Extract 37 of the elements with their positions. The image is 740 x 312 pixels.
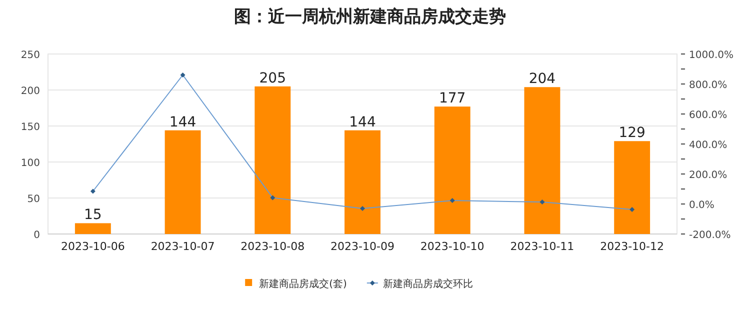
data-label: 204 [528, 71, 556, 88]
bar [614, 141, 650, 234]
y2-tick-label: 600.0% [689, 110, 728, 121]
data-label: 205 [259, 70, 286, 86]
data-label: 144 [349, 114, 376, 130]
y-tick-label: 0 [34, 230, 40, 241]
x-tick-label: 2023-10-12 [600, 240, 664, 253]
bar [434, 106, 470, 234]
y-tick-label: 250 [20, 50, 40, 61]
y2-tick-label: -200.0% [689, 230, 731, 241]
bar [254, 86, 291, 234]
y-tick-label: 50 [27, 194, 40, 205]
x-tick-label: 2023-10-07 [150, 240, 215, 253]
legend-label: 新建商品房成交环比 [382, 278, 473, 290]
data-label: 129 [618, 125, 646, 142]
data-label: 15 [84, 207, 102, 224]
legend-label: 新建商品房成交(套) [259, 278, 347, 290]
x-tick-label: 2023-10-11 [510, 240, 574, 253]
y2-tick-label: 1000.0% [689, 50, 734, 61]
x-tick-label: 2023-10-06 [60, 240, 125, 253]
y-tick-label: 200 [20, 86, 40, 97]
x-tick-label: 2023-10-10 [420, 240, 484, 253]
bar [164, 130, 201, 234]
x-tick-label: 2023-10-09 [330, 240, 394, 253]
data-label: 177 [438, 90, 466, 107]
y2-tick-label: 200.0% [689, 170, 728, 181]
y-tick-label: 100 [20, 158, 40, 169]
chart-title: 图：近一周杭州新建商品房成交走势 [234, 7, 506, 27]
bar [344, 130, 380, 234]
y2-tick-label: 0.0% [689, 200, 714, 211]
bar [524, 87, 560, 234]
x-tick-label: 2023-10-08 [240, 240, 305, 253]
y2-tick-label: 800.0% [689, 80, 728, 91]
data-label: 144 [169, 114, 196, 130]
y-tick-label: 150 [20, 122, 40, 133]
y2-tick-label: 400.0% [689, 140, 728, 151]
bar [74, 223, 111, 234]
